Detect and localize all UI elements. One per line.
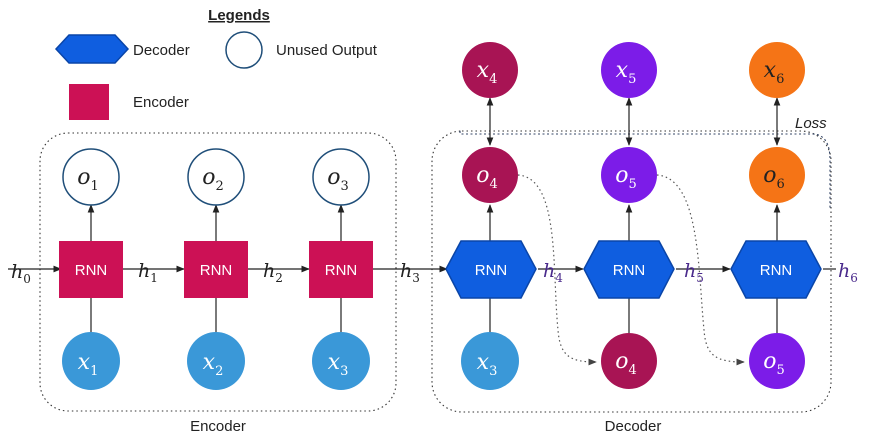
- decoder-rnn-cell-2: [583, 240, 675, 299]
- decoder-rnn-cell-2-label: RNN: [613, 262, 646, 279]
- legend-encoder-label: Encoder: [133, 94, 189, 111]
- encoder-output-o1: [62, 148, 120, 206]
- decoder-target-x6: [749, 42, 805, 98]
- legend-title: Legends: [208, 7, 270, 24]
- decoder-rnn-cell-3-label: RNN: [760, 262, 793, 279]
- encoder-input-x2-label: x2: [203, 350, 224, 379]
- decoder-input-x3-label: x3: [477, 350, 498, 379]
- legend-decoder-label: Decoder: [133, 42, 190, 59]
- encoder-rnn-cell-2-label: RNN: [200, 262, 233, 279]
- decoder-rnn-cell-1-label: RNN: [475, 262, 508, 279]
- decoder-target-x5-label: x5: [616, 58, 637, 87]
- encoder-group-box: [39, 132, 397, 412]
- decoder-target-x6-label: x6: [764, 58, 785, 87]
- encoder-output-o3: [312, 148, 370, 206]
- legend-decoder-hexagon-icon: [54, 34, 130, 64]
- decoder-fed-input-o4: [601, 333, 657, 389]
- hidden-label-h4: h4: [543, 260, 563, 285]
- encoder-input-x3: [312, 332, 370, 390]
- encoder-rnn-cell-3-label: RNN: [325, 262, 358, 279]
- hidden-label-h2: h2: [263, 260, 283, 285]
- decoder-rnn-cell-3: [730, 240, 822, 299]
- encoder-output-o3-label: o3: [327, 165, 349, 194]
- encoder-rnn-cell-1: [59, 241, 123, 298]
- encoder-input-x1-label: x1: [78, 350, 99, 379]
- encoder-input-x1: [62, 332, 120, 390]
- decoder-group-box: [431, 130, 832, 413]
- decoder-nodes: x4 x5 x6 o4 o5 o6 RNN RNN RNN x3 o4 o5: [445, 42, 822, 390]
- decoder-output-o6: [749, 147, 805, 203]
- decoder-output-o4-label: o4: [476, 163, 498, 192]
- decoder-target-x4-label: x4: [477, 58, 498, 87]
- hidden-label-h3: h3: [400, 260, 420, 285]
- hidden-state-labels: h0 h1 h2 h3 h4 h5 h6: [11, 260, 858, 286]
- legend-unused-output-circle-icon: [225, 31, 263, 69]
- edges: [8, 97, 836, 366]
- decoder-output-o6-label: o6: [763, 163, 785, 192]
- loss-label: Loss: [795, 115, 827, 132]
- encoder-input-x2: [187, 332, 245, 390]
- hidden-label-h1: h1: [138, 260, 158, 285]
- encoder-output-o1-label: o1: [77, 165, 99, 194]
- decoder-target-x4: [462, 42, 518, 98]
- legend-unused-output-label: Unused Output: [276, 42, 378, 59]
- encoder-rnn-cell-1-label: RNN: [75, 262, 108, 279]
- hidden-label-h5: h5: [684, 260, 704, 285]
- encoder-nodes: o1 o2 o3 RNN RNN RNN x1 x2 x3: [59, 148, 373, 390]
- hidden-label-h0: h0: [11, 261, 31, 286]
- encoder-output-o2-label: o2: [202, 165, 224, 194]
- decoder-fed-input-o4-label: o4: [615, 349, 637, 378]
- encoder-rnn-cell-3: [309, 241, 373, 298]
- hidden-label-h6: h6: [838, 260, 858, 285]
- encoder-rnn-cell-2: [184, 241, 248, 298]
- legend: Legends Decoder Unused Output Encoder: [54, 7, 378, 120]
- encoder-output-o2: [187, 148, 245, 206]
- decoder-output-o4: [462, 147, 518, 203]
- decoder-rnn-cell-1: [445, 240, 537, 299]
- decoder-output-o5: [601, 147, 657, 203]
- encoder-input-x3-label: x3: [328, 350, 349, 379]
- decoder-fed-input-o5: [749, 333, 805, 389]
- encoder-caption: Encoder: [190, 418, 246, 435]
- decoder-fed-input-o5-label: o5: [763, 349, 785, 378]
- decoder-input-x3: [461, 332, 519, 390]
- legend-encoder-square-icon: [69, 84, 109, 120]
- decoder-output-o5-label: o5: [615, 163, 637, 192]
- decoder-caption: Decoder: [605, 418, 662, 435]
- decoder-target-x5: [601, 42, 657, 98]
